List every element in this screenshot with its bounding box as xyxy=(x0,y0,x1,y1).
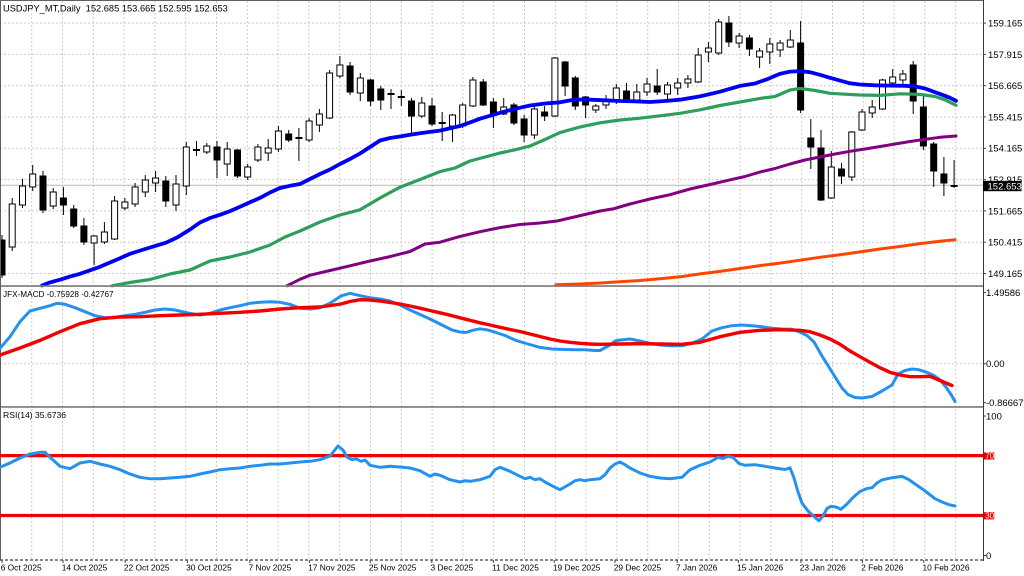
svg-text:0.00: 0.00 xyxy=(986,359,1005,370)
svg-text:10 Feb 2026: 10 Feb 2026 xyxy=(923,563,970,573)
svg-text:29 Dec 2025: 29 Dec 2025 xyxy=(614,563,662,573)
svg-text:70: 70 xyxy=(985,452,994,461)
svg-text:157.915: 157.915 xyxy=(988,50,1022,61)
svg-text:22 Oct 2025: 22 Oct 2025 xyxy=(124,563,170,573)
svg-text:152.915: 152.915 xyxy=(988,175,1022,186)
svg-text:17 Nov 2025: 17 Nov 2025 xyxy=(308,563,356,573)
svg-text:155.415: 155.415 xyxy=(988,112,1022,123)
svg-text:152.653: 152.653 xyxy=(988,181,1022,192)
svg-text:7 Nov 2025: 7 Nov 2025 xyxy=(249,563,292,573)
svg-text:23 Jan 2026: 23 Jan 2026 xyxy=(800,563,846,573)
svg-text:159.165: 159.165 xyxy=(988,19,1022,30)
svg-text:30: 30 xyxy=(985,512,994,521)
svg-text:15 Jan 2026: 15 Jan 2026 xyxy=(737,563,783,573)
svg-text:0: 0 xyxy=(986,551,991,562)
svg-text:-0.86667: -0.86667 xyxy=(986,398,1024,409)
svg-text:JFX-MACD -0.75928 -0.42767: JFX-MACD -0.75928 -0.42767 xyxy=(3,290,114,299)
svg-text:3 Dec 2025: 3 Dec 2025 xyxy=(431,563,474,573)
svg-text:RSI(14) 35.6736: RSI(14) 35.6736 xyxy=(3,410,66,420)
svg-text:100: 100 xyxy=(986,411,1002,422)
svg-text:14 Oct 2025: 14 Oct 2025 xyxy=(62,563,108,573)
svg-text:11 Dec 2025: 11 Dec 2025 xyxy=(492,563,539,573)
svg-text:156.665: 156.665 xyxy=(988,81,1022,92)
svg-text:25 Nov 2025: 25 Nov 2025 xyxy=(369,563,417,573)
svg-text:150.415: 150.415 xyxy=(988,238,1022,249)
svg-text:151.665: 151.665 xyxy=(988,206,1022,217)
svg-text:USDJPY_MT,Daily 152.685 153.6: USDJPY_MT,Daily 152.685 153.665 152.595 … xyxy=(3,4,228,14)
svg-text:154.165: 154.165 xyxy=(988,144,1022,155)
svg-text:19 Dec 2025: 19 Dec 2025 xyxy=(553,563,601,573)
svg-text:6 Oct 2025: 6 Oct 2025 xyxy=(1,563,42,573)
svg-text:7 Jan 2026: 7 Jan 2026 xyxy=(676,563,718,573)
svg-text:149.165: 149.165 xyxy=(988,269,1022,280)
svg-text:1.49586: 1.49586 xyxy=(986,288,1020,299)
svg-text:30 Oct 2025: 30 Oct 2025 xyxy=(186,563,232,573)
svg-text:2 Feb 2026: 2 Feb 2026 xyxy=(861,563,904,573)
